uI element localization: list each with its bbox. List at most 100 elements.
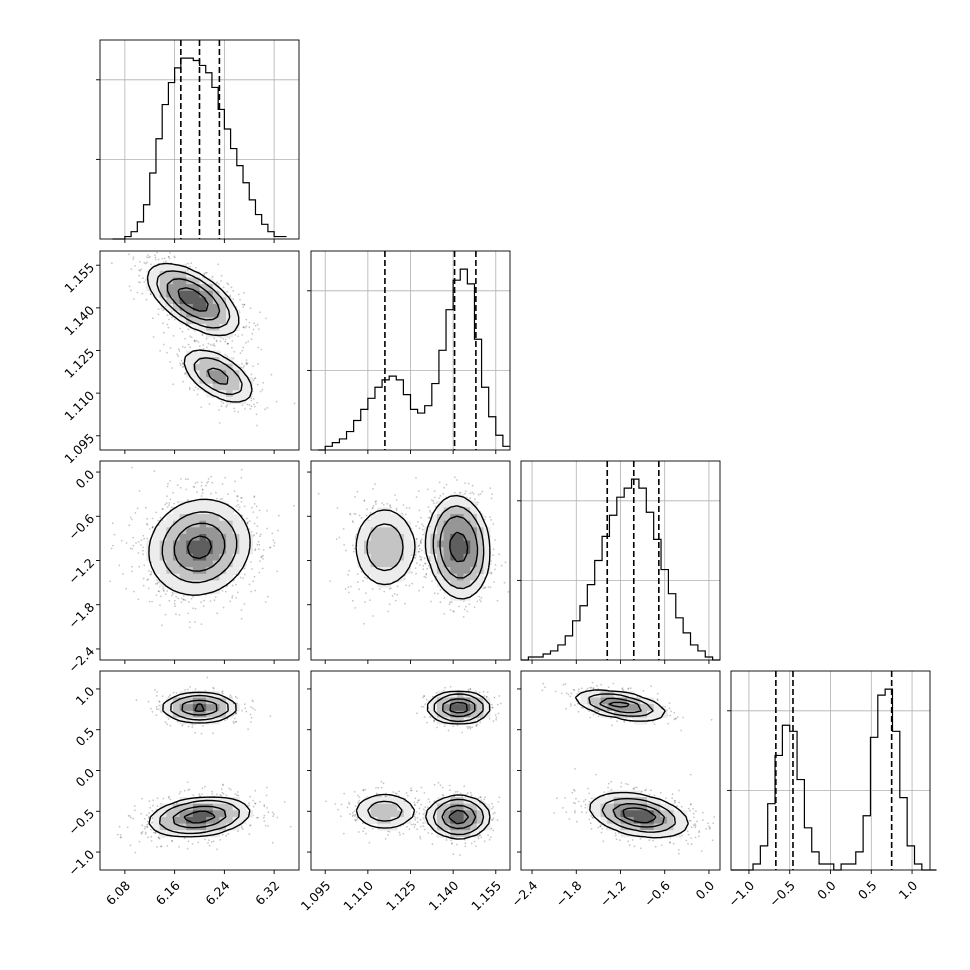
sample-point xyxy=(172,491,175,494)
sample-point xyxy=(257,363,259,365)
sample-point xyxy=(358,588,360,591)
density-cell xyxy=(172,587,180,595)
density-cell xyxy=(403,560,411,568)
density-cell xyxy=(463,500,471,508)
sample-point xyxy=(258,571,261,574)
sample-point xyxy=(111,262,113,265)
density-cell xyxy=(192,514,200,522)
sample-point xyxy=(183,372,186,375)
sample-point xyxy=(217,263,220,266)
sample-point xyxy=(270,373,273,376)
sample-point xyxy=(164,613,167,616)
sample-point xyxy=(253,503,256,505)
sample-point xyxy=(459,491,462,494)
sample-point xyxy=(273,544,275,547)
sample-point xyxy=(262,549,265,551)
sample-point xyxy=(169,498,172,501)
sample-point xyxy=(244,408,246,410)
density-cell xyxy=(370,553,378,561)
density-cell xyxy=(212,310,220,318)
density-cell xyxy=(226,377,234,385)
joint-panel-1-2 xyxy=(307,460,511,664)
density-cell xyxy=(463,567,471,575)
density-cell xyxy=(476,560,484,568)
sample-point xyxy=(240,500,243,503)
sample-point xyxy=(250,405,253,408)
sample-point xyxy=(200,481,203,484)
sample-point xyxy=(118,564,121,567)
sample-point xyxy=(173,318,176,321)
density-cell xyxy=(206,540,214,548)
sample-point xyxy=(164,593,167,595)
density-cell xyxy=(219,500,227,508)
density-cell xyxy=(172,533,180,541)
sample-point xyxy=(253,522,256,525)
density-cell xyxy=(443,507,451,515)
density-cell xyxy=(450,494,458,502)
sample-point xyxy=(153,470,156,472)
sample-point xyxy=(160,595,162,598)
density-cell xyxy=(206,507,214,515)
sample-point xyxy=(200,485,203,487)
sample-point xyxy=(494,568,496,571)
sample-point xyxy=(235,583,237,586)
sample-point xyxy=(202,347,205,350)
density-cell xyxy=(179,573,187,581)
sample-point xyxy=(155,511,158,514)
sample-point xyxy=(472,493,475,495)
density-cell xyxy=(476,514,484,522)
sample-point xyxy=(358,514,361,517)
density-cell xyxy=(159,520,167,528)
sample-point xyxy=(443,597,446,599)
sample-point xyxy=(363,622,366,625)
sample-point xyxy=(374,500,377,503)
sample-point xyxy=(190,262,193,265)
sample-point xyxy=(389,587,392,590)
sample-point xyxy=(148,600,151,603)
density-cell xyxy=(443,514,451,522)
sample-point xyxy=(469,497,472,500)
sample-point xyxy=(154,582,157,585)
density-cell xyxy=(199,323,207,331)
sample-point xyxy=(138,261,141,263)
density-cell xyxy=(192,507,200,515)
sample-point xyxy=(222,606,225,609)
density-cell xyxy=(199,277,207,285)
density-cell xyxy=(226,547,234,555)
sample-point xyxy=(253,403,255,406)
sample-point xyxy=(424,562,426,565)
density-cell xyxy=(186,547,194,555)
density-cell xyxy=(370,567,378,575)
sample-point xyxy=(394,494,396,496)
density-cell xyxy=(219,304,227,312)
sample-point xyxy=(389,505,392,508)
sample-point xyxy=(202,344,205,346)
sample-point xyxy=(426,567,429,570)
sample-point xyxy=(177,597,180,600)
sample-point xyxy=(458,492,461,494)
density-cell xyxy=(199,317,207,325)
sample-point xyxy=(132,298,135,300)
sample-point xyxy=(243,567,246,570)
sample-point xyxy=(408,584,411,587)
density-cell xyxy=(212,377,220,385)
sample-point xyxy=(264,601,267,603)
sample-point xyxy=(507,591,510,593)
density-cell xyxy=(172,304,180,312)
sample-point xyxy=(172,383,175,386)
density-cell xyxy=(456,500,464,508)
density-cell xyxy=(219,507,227,515)
density-cell xyxy=(364,560,372,568)
sample-point xyxy=(235,721,238,723)
density-cell xyxy=(192,310,200,318)
density-cell xyxy=(153,560,161,568)
density-cell xyxy=(192,357,200,365)
sample-point xyxy=(254,549,257,552)
sample-point xyxy=(251,506,253,509)
sample-point xyxy=(420,516,422,519)
histogram-panel-1 xyxy=(307,250,511,454)
sample-point xyxy=(151,710,154,713)
sample-point xyxy=(113,533,116,536)
sample-point xyxy=(496,599,499,602)
density-cell xyxy=(226,383,234,391)
